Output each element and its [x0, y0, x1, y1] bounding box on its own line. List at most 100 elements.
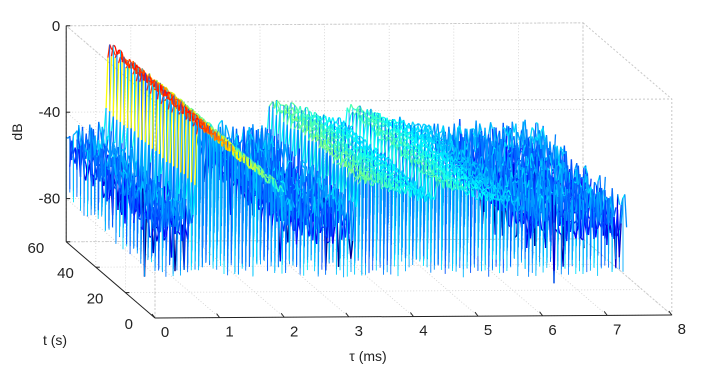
surface-segment	[116, 62, 120, 120]
surface-segment	[535, 122, 538, 125]
surface-segment	[556, 145, 560, 162]
surface-segment	[458, 125, 463, 135]
surface-segment	[295, 111, 299, 116]
surface-segment	[456, 153, 460, 160]
surface-segment	[339, 124, 343, 128]
surface-segment	[328, 126, 332, 132]
surface-segment	[137, 81, 141, 138]
surface-segment	[355, 106, 359, 111]
surface-segment	[227, 136, 230, 140]
surface-segment	[409, 136, 413, 141]
surface-segment	[304, 129, 308, 136]
surface-segment	[422, 144, 426, 148]
surface-segment	[383, 140, 388, 153]
surface-segment	[268, 103, 272, 107]
surface-segment	[433, 150, 436, 153]
surface-segment	[131, 148, 136, 177]
surface-segment	[144, 90, 148, 143]
surface-segment	[293, 126, 297, 130]
surface-segment	[375, 124, 379, 131]
surface-segment	[554, 145, 558, 170]
surface-segment	[362, 127, 366, 140]
surface-segment	[374, 147, 379, 153]
surface-segment	[509, 128, 513, 142]
surface-segment	[125, 59, 129, 62]
surface-segment	[404, 130, 408, 136]
surface-segment	[179, 98, 183, 101]
surface-segment	[383, 116, 386, 119]
surface-segment	[282, 110, 287, 123]
surface-segment	[317, 115, 321, 121]
surface-segment	[208, 122, 212, 125]
surface-segment	[354, 108, 357, 111]
surface-segment	[277, 106, 281, 112]
surface-segment	[429, 136, 433, 140]
surface-segment	[119, 62, 123, 123]
right-wall	[582, 22, 673, 317]
surface-segment	[473, 148, 477, 153]
surface-segment	[366, 124, 370, 144]
surface-segment	[440, 137, 444, 141]
surface-segment	[514, 164, 518, 174]
surface-segment	[275, 109, 279, 116]
surface-segment	[451, 140, 455, 153]
surface-segment	[437, 140, 440, 143]
surface-segment	[320, 131, 324, 139]
surface-segment	[382, 138, 386, 141]
surface-segment	[130, 74, 134, 129]
surface-segment	[529, 127, 533, 139]
surface-segment	[105, 57, 109, 109]
surface-segment	[324, 123, 328, 128]
surface-segment	[382, 123, 386, 126]
surface-segment	[423, 123, 426, 126]
surface-segment	[133, 81, 137, 132]
surface-segment	[322, 136, 326, 140]
surface-segment	[266, 159, 270, 170]
surface-segment	[351, 114, 356, 127]
surface-segment	[112, 57, 116, 117]
surface-segment	[380, 138, 384, 153]
surface-segment	[292, 102, 296, 106]
surface-segment	[393, 138, 397, 143]
surface-segment	[121, 148, 125, 152]
surface-segment	[440, 153, 444, 162]
surface-segment	[412, 121, 415, 126]
surface-segment	[313, 120, 317, 125]
surface-segment	[408, 132, 411, 135]
surface-segment	[368, 118, 371, 121]
surface-segment	[73, 132, 76, 136]
surface-segment	[148, 93, 152, 145]
surface-segment	[422, 142, 425, 145]
surface-segment	[116, 49, 120, 55]
surface-segment	[331, 126, 335, 132]
surface-segment	[473, 133, 477, 138]
surface-segment	[292, 113, 295, 117]
surface-segment	[335, 134, 339, 140]
surface-segment	[375, 116, 379, 120]
surface-segment	[350, 103, 354, 109]
surface-segment	[382, 130, 386, 133]
surface-segment	[369, 127, 373, 145]
surface-segment	[348, 104, 352, 113]
surface-segment	[522, 147, 526, 155]
surface-segment	[335, 121, 339, 126]
surface-segment	[135, 64, 139, 69]
surface-segment	[374, 150, 378, 156]
surface-segment	[376, 138, 380, 150]
surface-segment	[105, 135, 109, 146]
surface-segment	[553, 144, 556, 148]
surface-segment	[381, 123, 384, 126]
surface-segment	[548, 154, 553, 165]
surface-segment	[172, 92, 176, 96]
surface-segment	[133, 64, 138, 71]
surface-segment	[297, 127, 301, 131]
surface-segment	[373, 130, 377, 152]
surface-segment	[348, 134, 351, 139]
surface-segment	[553, 134, 557, 169]
surface-segment	[357, 109, 361, 116]
surface-segment	[126, 67, 130, 129]
surface-segment	[407, 142, 411, 152]
surface-segment	[401, 120, 404, 123]
